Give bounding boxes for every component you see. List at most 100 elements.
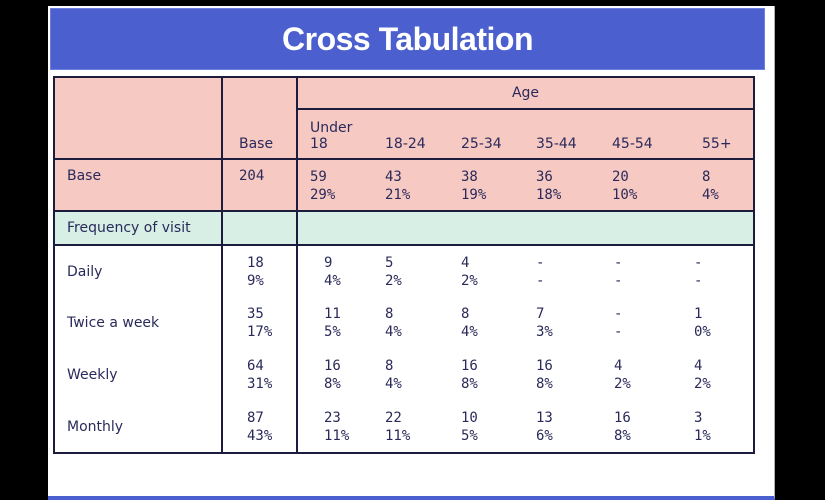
cell-percent: 2% — [461, 273, 478, 289]
cell-percent: 11% — [385, 428, 411, 444]
cell-count: 8 — [702, 169, 711, 185]
base-cell: 20 10% — [600, 159, 676, 212]
cell-count: 8 — [385, 358, 394, 374]
data-cell: 8 4% — [449, 297, 524, 349]
cell-percent: - — [614, 324, 623, 340]
data-cell: 23 11% — [296, 401, 373, 454]
cell-count: 16 — [461, 358, 478, 374]
cell-percent: 4% — [385, 324, 402, 340]
data-cell: 13 6% — [524, 401, 600, 454]
data-cell: 9 4% — [296, 245, 373, 297]
cell-percent: 19% — [461, 187, 487, 203]
cell-count: 16 — [324, 358, 341, 374]
cell-percent: 0% — [694, 324, 711, 340]
cell-count: 8 — [385, 306, 394, 322]
row-label: Monthly — [53, 401, 222, 454]
age-column-header: 35-44 — [524, 109, 600, 160]
age-column-header: 55+ — [676, 109, 756, 160]
data-cell: 10 5% — [449, 401, 524, 454]
cell-count: 59 — [310, 169, 327, 185]
data-cell: -- — [600, 297, 676, 349]
base-row-total: 204 — [221, 159, 297, 212]
cell-count: 18 — [247, 255, 264, 271]
data-cell: 16 8% — [600, 401, 676, 454]
cell-percent: 4% — [385, 376, 402, 392]
cell-count: 4 — [694, 358, 703, 374]
cell-percent: 4% — [324, 273, 341, 289]
cell-count: 20 — [612, 169, 629, 185]
row-base: 18 9% — [221, 245, 297, 297]
cell-count: 43 — [385, 169, 402, 185]
cell-percent: 18% — [536, 187, 562, 203]
cell-count: 35 — [247, 306, 264, 322]
row-label: Weekly — [53, 349, 222, 401]
cell-count: 9 — [324, 255, 333, 271]
data-cell: 22 11% — [373, 401, 449, 454]
cell-count: 4 — [614, 358, 623, 374]
cell-percent: - — [536, 273, 545, 289]
data-cell: -- — [600, 245, 676, 297]
section-label: Frequency of visit — [53, 211, 222, 246]
data-cell: 11 5% — [296, 297, 373, 349]
age-column-header: 45-54 — [600, 109, 676, 160]
cell-percent: 9% — [247, 273, 264, 289]
data-cell: 4 2% — [449, 245, 524, 297]
cell-count: - — [536, 255, 545, 271]
cell-percent: 21% — [385, 187, 411, 203]
cell-percent: 2% — [694, 376, 711, 392]
cell-percent: 8% — [324, 376, 341, 392]
cell-count: 1 — [694, 306, 703, 322]
cell-count: 22 — [385, 410, 402, 426]
cell-count: 4 — [461, 255, 470, 271]
data-cell: 16 8% — [296, 349, 373, 401]
data-cell: 8 4% — [373, 349, 449, 401]
data-cell: 5 2% — [373, 245, 449, 297]
data-cell: -- — [524, 245, 600, 297]
cell-percent: 43% — [247, 428, 273, 444]
slide: Cross Tabulation Age Base Under 18 18-24 25-3… — [48, 6, 775, 500]
base-cell: 36 18% — [524, 159, 600, 212]
cell-percent: 11% — [324, 428, 350, 444]
cell-percent: 6% — [536, 428, 553, 444]
cell-percent: 3% — [536, 324, 553, 340]
age-header: Age — [295, 76, 756, 110]
base-cell: 8 4% — [676, 159, 756, 212]
data-cell: 4 2% — [600, 349, 676, 401]
section-spacer — [295, 211, 756, 246]
age-column-header: Under 18 — [296, 109, 373, 160]
cell-percent: 8% — [461, 376, 478, 392]
cell-percent: 2% — [614, 376, 631, 392]
cell-count: 64 — [247, 358, 264, 374]
data-cell: 4 2% — [676, 349, 756, 401]
row-base: 87 43% — [221, 401, 297, 454]
slide-title: Cross Tabulation — [282, 20, 533, 57]
cell-percent: 8% — [536, 376, 553, 392]
base-column-header: Base — [221, 109, 297, 160]
cell-percent: 8% — [614, 428, 631, 444]
cell-percent: - — [614, 273, 623, 289]
cell-percent: - — [694, 273, 703, 289]
cell-percent: 10% — [612, 187, 638, 203]
base-row-label: Base — [53, 159, 222, 212]
cell-count: - — [614, 306, 623, 322]
cell-count: 36 — [536, 169, 553, 185]
cell-percent: 5% — [461, 428, 478, 444]
cell-count: 7 — [536, 306, 545, 322]
data-cell: 7 3% — [524, 297, 600, 349]
cell-count: - — [614, 255, 623, 271]
row-label: Daily — [53, 245, 222, 297]
row-base: 64 31% — [221, 349, 297, 401]
base-cell: 43 21% — [373, 159, 449, 212]
data-cell: 8 4% — [373, 297, 449, 349]
data-cell: 3 1% — [676, 401, 756, 454]
data-cell: 1 0% — [676, 297, 756, 349]
age-column-header: 18-24 — [373, 109, 449, 160]
age-column-header: 25-34 — [449, 109, 524, 160]
data-cell: 16 8% — [524, 349, 600, 401]
cell-count: 16 — [536, 358, 553, 374]
cell-percent: 5% — [324, 324, 341, 340]
cell-count: 38 — [461, 169, 478, 185]
cell-count: 11 — [324, 306, 341, 322]
cell-count: 8 — [461, 306, 470, 322]
cell-count: 5 — [385, 255, 394, 271]
